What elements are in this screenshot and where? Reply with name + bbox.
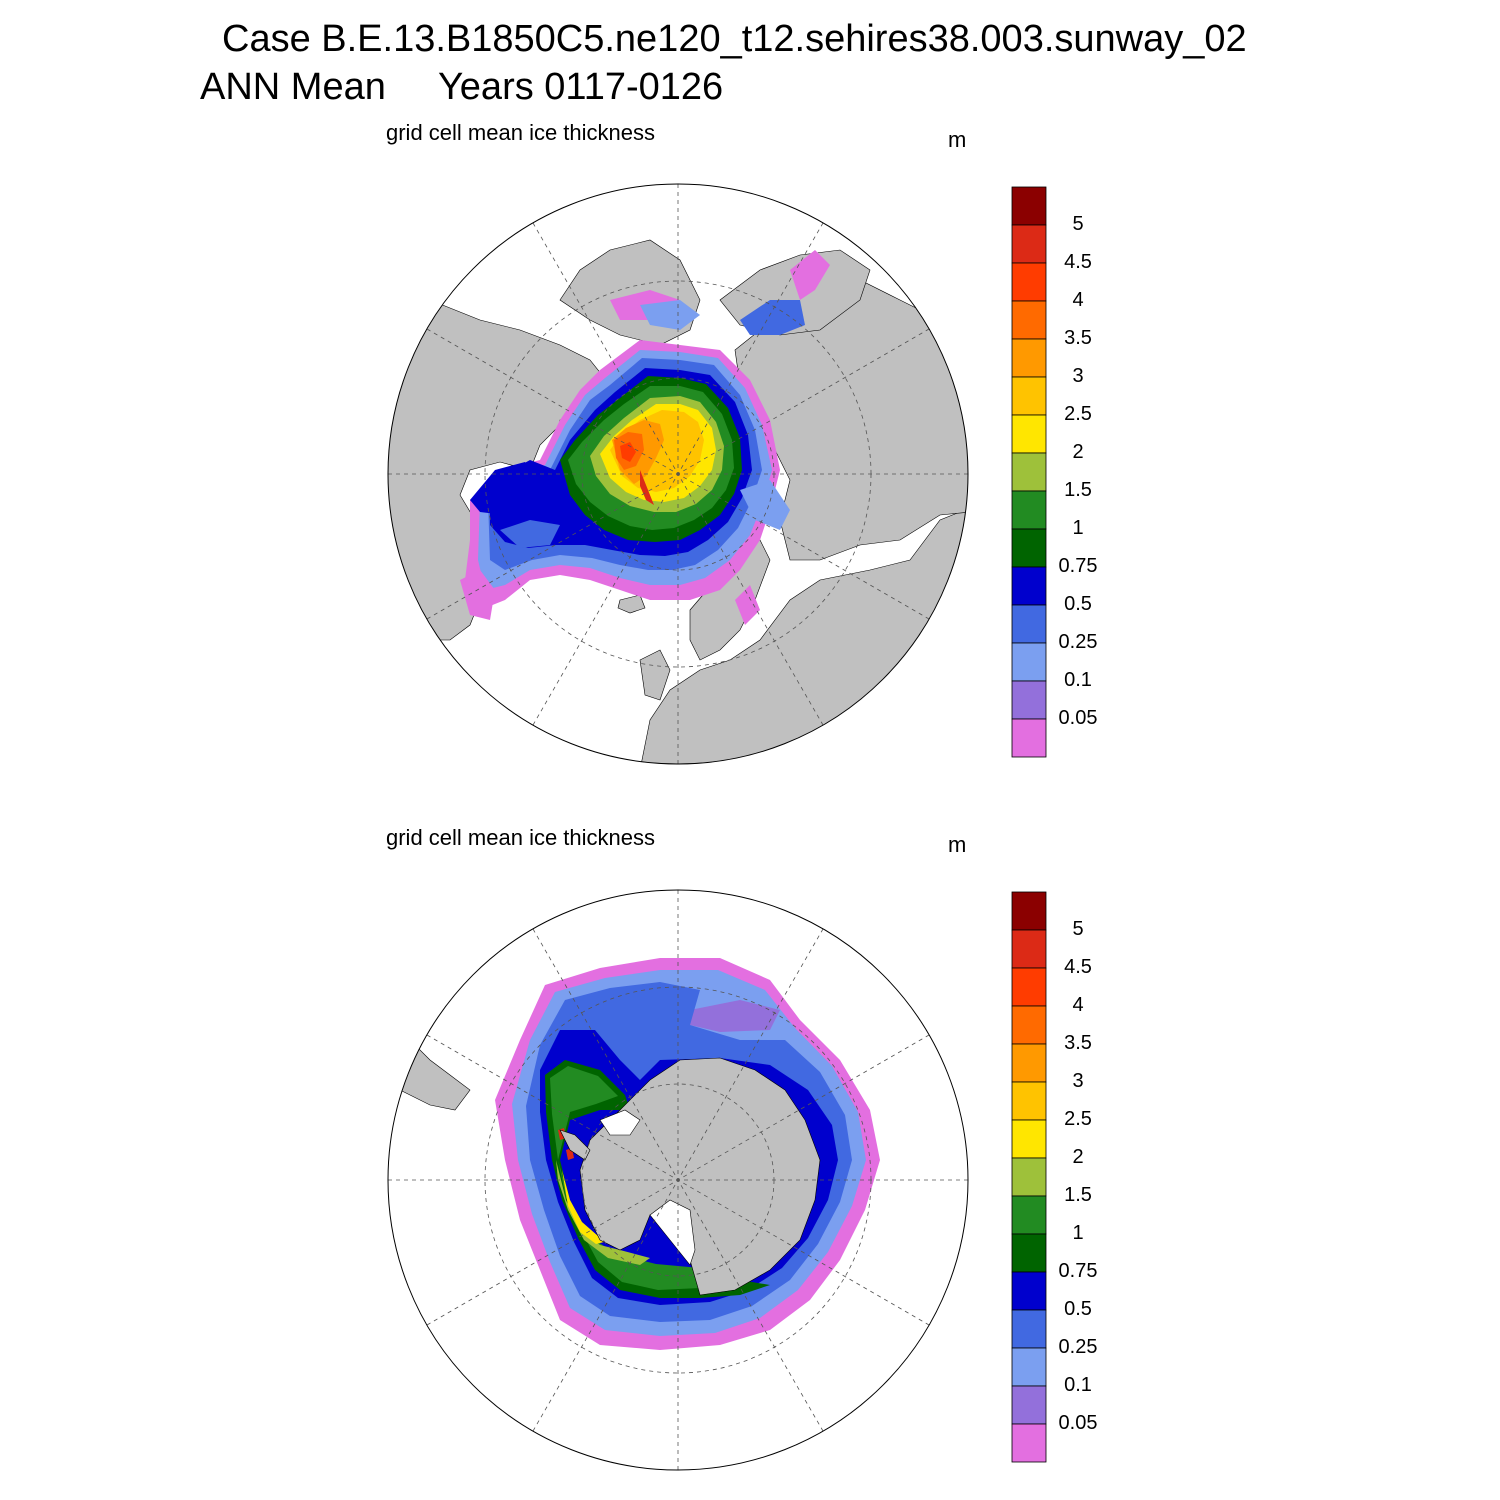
south-colorbar-swatch [1011, 1309, 1047, 1349]
south-polar-map [387, 889, 969, 1471]
north-colorbar-label: 0.5 [1064, 593, 1092, 615]
case-title: Case B.E.13.B1850C5.ne120_t12.sehires38.… [222, 18, 1247, 60]
period-title: ANN Mean Years 0117-0126 [200, 66, 724, 108]
south-colorbar-label: 1 [1072, 1222, 1084, 1244]
north-colorbar-label: 1 [1072, 517, 1084, 539]
north-colorbar-label: 3.5 [1064, 327, 1092, 349]
south-colorbar-label: 3.5 [1064, 1032, 1092, 1054]
north-colorbar-swatch [1011, 680, 1047, 720]
north-colorbar-swatch [1011, 338, 1047, 378]
south-colorbar-label: 0.75 [1058, 1260, 1098, 1282]
north-colorbar-swatch [1011, 642, 1047, 682]
north-panel-title: grid cell mean ice thickness [386, 120, 656, 145]
south-colorbar-label: 2.5 [1064, 1108, 1092, 1130]
south-colorbar-label: 5 [1072, 918, 1084, 940]
north-colorbar-label: 1.5 [1064, 479, 1092, 501]
north-colorbar-swatch [1011, 376, 1047, 416]
north-colorbar-label: 0.1 [1064, 669, 1092, 691]
south-colorbar [1011, 891, 1047, 1463]
north-colorbar-swatch [1011, 186, 1047, 226]
south-colorbar-label: 0.5 [1064, 1298, 1092, 1320]
south-colorbar-label: 1.5 [1064, 1184, 1092, 1206]
north-colorbar-label: 5 [1072, 213, 1084, 235]
north-colorbar-label: 0.25 [1058, 631, 1098, 653]
south-colorbar-swatch [1011, 1119, 1047, 1159]
south-colorbar-swatch [1011, 1233, 1047, 1273]
south-colorbar-swatch [1011, 1347, 1047, 1387]
south-colorbar-swatch [1011, 1423, 1047, 1463]
south-colorbar-label: 3 [1072, 1070, 1084, 1092]
north-colorbar-label: 0.05 [1058, 707, 1098, 729]
north-colorbar-swatch [1011, 262, 1047, 302]
south-colorbar-swatch [1011, 1385, 1047, 1425]
antarctica-landmass [579, 1057, 821, 1296]
north-colorbar-label: 4 [1072, 289, 1084, 311]
south-colorbar-swatch [1011, 1195, 1047, 1235]
north-colorbar-label: 2.5 [1064, 403, 1092, 425]
south-colorbar-label: 4.5 [1064, 956, 1092, 978]
north-graticule [388, 184, 968, 764]
south-graticule [388, 890, 968, 1470]
north-colorbar-swatch [1011, 414, 1047, 454]
south-colorbar-swatch [1011, 1043, 1047, 1083]
south-colorbar-swatch [1011, 1081, 1047, 1121]
south-colorbar-swatch [1011, 1005, 1047, 1045]
south-colorbar-label: 0.05 [1058, 1412, 1098, 1434]
south-colorbar-swatch [1011, 1157, 1047, 1197]
south-colorbar-swatch [1011, 929, 1047, 969]
north-colorbar-label: 2 [1072, 441, 1084, 463]
north-units-label: m [948, 127, 967, 152]
south-colorbar-swatch [1011, 891, 1047, 931]
north-colorbar-swatch [1011, 490, 1047, 530]
north-colorbar-swatch [1011, 566, 1047, 606]
north-colorbar-swatch [1011, 300, 1047, 340]
south-colorbar-label: 0.1 [1064, 1374, 1092, 1396]
south-colorbar-label: 2 [1072, 1146, 1084, 1168]
north-colorbar-swatch [1011, 528, 1047, 568]
south-colorbar-label: 0.25 [1058, 1336, 1098, 1358]
north-colorbar-swatch [1011, 452, 1047, 492]
north-colorbar [1011, 186, 1047, 758]
south-units-label: m [948, 832, 967, 857]
north-colorbar-label: 0.75 [1058, 555, 1098, 577]
iceland-landmass [617, 594, 646, 614]
north-polar-map [387, 183, 969, 765]
south-colorbar-label: 4 [1072, 994, 1084, 1016]
north-colorbar-label: 3 [1072, 365, 1084, 387]
north-colorbar-swatch [1011, 604, 1047, 644]
south-colorbar-swatch [1011, 1271, 1047, 1311]
south-panel-title: grid cell mean ice thickness [386, 825, 656, 850]
north-colorbar-swatch [1011, 224, 1047, 264]
south-colorbar-swatch [1011, 967, 1047, 1007]
north-colorbar-label: 4.5 [1064, 251, 1092, 273]
north-america-landmass [388, 299, 611, 641]
north-colorbar-swatch [1011, 718, 1047, 758]
